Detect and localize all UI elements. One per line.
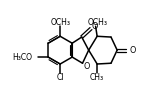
Text: H₃CO: H₃CO	[12, 53, 32, 62]
Text: OCH₃: OCH₃	[88, 18, 108, 27]
Text: Cl: Cl	[56, 73, 64, 82]
Text: O: O	[92, 22, 98, 31]
Text: O: O	[83, 62, 90, 71]
Text: CH₃: CH₃	[90, 73, 104, 82]
Text: OCH₃: OCH₃	[50, 18, 70, 27]
Text: O: O	[130, 46, 136, 55]
